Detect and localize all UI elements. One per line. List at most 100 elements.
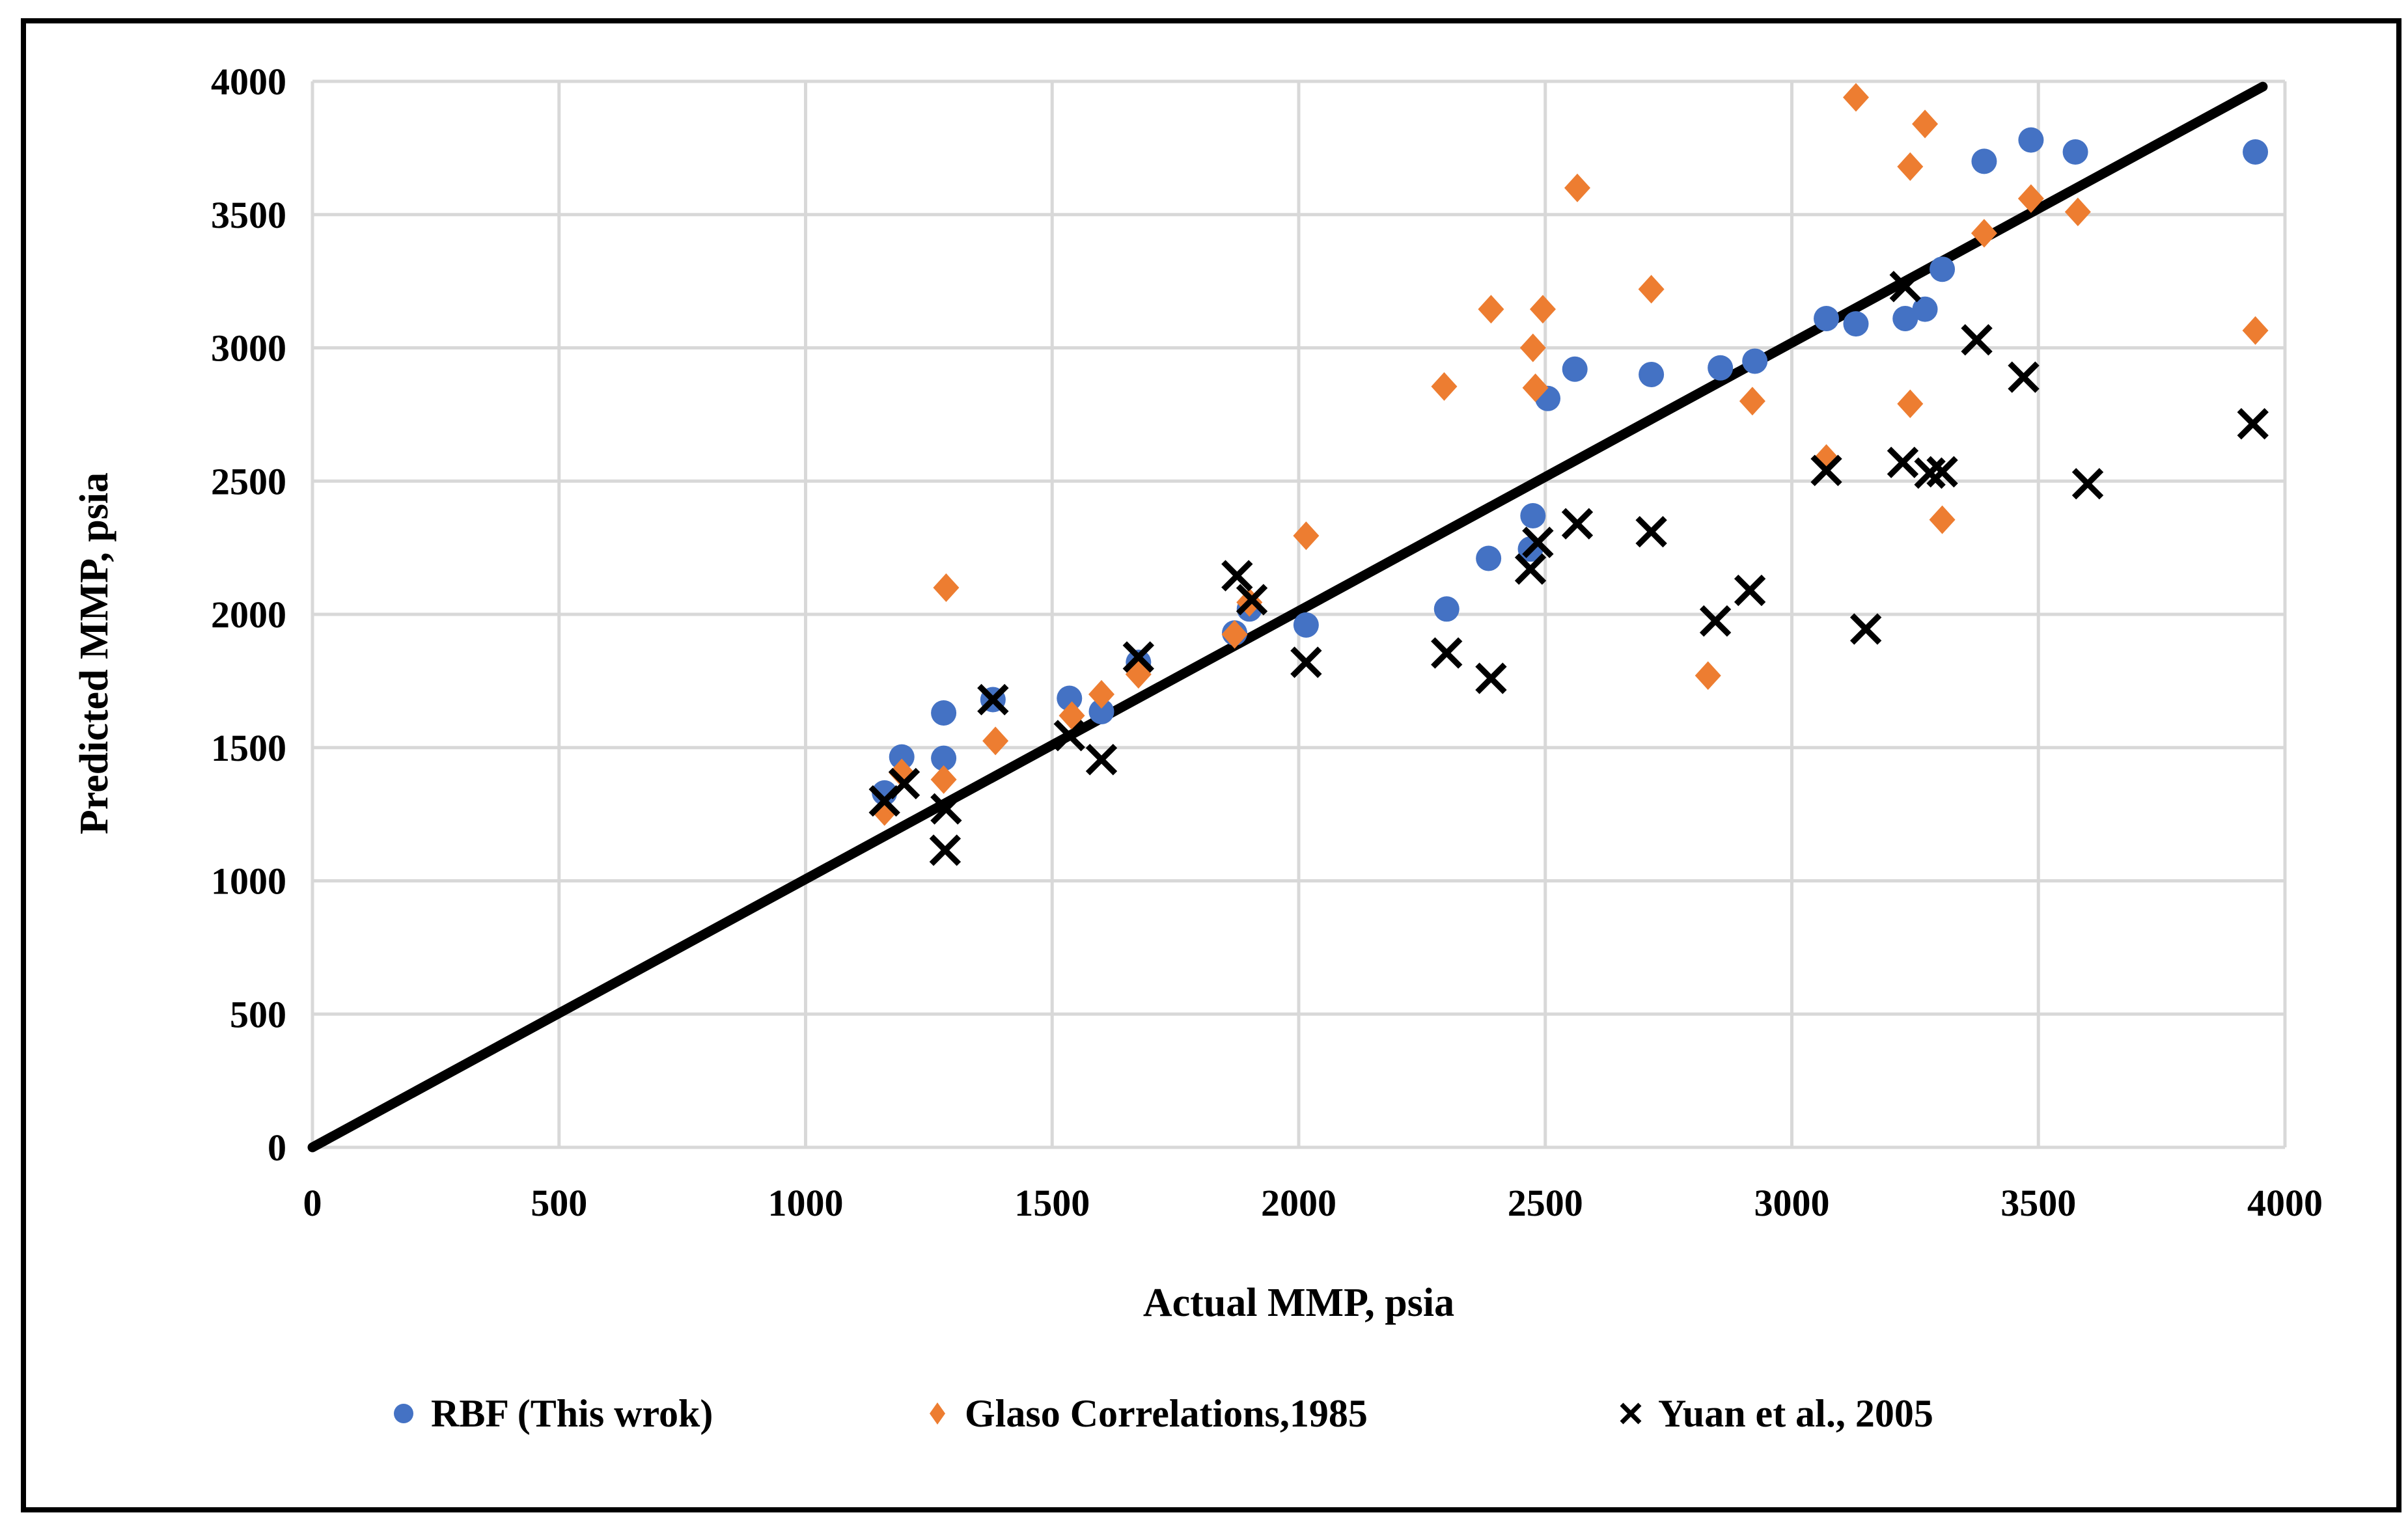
data-point-diamond [933,573,960,603]
legend-label: Glaso Correlations,1985 [965,1392,1368,1435]
data-point-circle [1562,356,1588,382]
data-point-diamond [2064,197,2091,226]
data-point-x [1122,641,1154,673]
data-point-x [1849,613,1882,645]
x-axis-title: Actual MMP, psia [1143,1281,1454,1325]
data-point-circle [1814,305,1840,331]
x-axis-tick-label: 4000 [2247,1182,2323,1224]
data-point-x [1961,324,1993,356]
x-axis-tick-label: 1000 [768,1182,844,1224]
y-axis-tick-label: 1500 [211,727,286,769]
data-point-x [1053,720,1085,752]
data-point-circle [1930,256,1956,282]
data-point-circle [1843,311,1869,337]
data-point-circle [1293,612,1319,638]
data-point-x [1914,457,1946,489]
y-axis-tick-label: 4000 [211,61,286,103]
x-axis-tick-label: 0 [303,1182,322,1224]
data-point-diamond [1431,372,1458,401]
data-point-x [1889,271,1921,303]
x-axis-tick-label: 3500 [2000,1182,2076,1224]
data-point-circle [1057,685,1083,711]
data-point-circle [1912,296,1938,322]
data-point-x [1887,446,1919,478]
data-point-circle [1892,305,1918,331]
data-point-circle [1476,545,1502,571]
data-point-x [1514,553,1547,585]
x-axis-tick-label: 2500 [1508,1182,1583,1224]
y-axis-tick-label: 2000 [211,594,286,636]
data-point-circle [1971,148,1997,174]
y-axis-tick-label: 0 [268,1127,286,1169]
data-point-diamond [1125,660,1152,689]
data-point-x [930,793,962,825]
data-point-x [888,767,920,800]
data-point-diamond [2017,184,2044,213]
legend-marker-x [1620,1402,1642,1425]
data-point-diamond [1929,505,1956,534]
data-point-diamond [1088,679,1114,709]
x-axis-tick-label: 1500 [1014,1182,1090,1224]
data-point-x [929,834,962,866]
data-point-diamond [1529,295,1556,324]
legend-label: RBF (This wrok) [431,1392,713,1435]
data-point-x [2237,408,2269,440]
data-point-diamond [1897,389,1924,418]
data-point-circle [931,745,957,771]
y-axis-tick-label: 1000 [211,860,286,903]
data-point-x [1475,663,1507,694]
data-point-circle [1433,596,1460,622]
y-axis-tick-label: 3500 [211,194,286,236]
data-point-diamond [1221,620,1248,649]
data-point-circle [889,744,915,770]
x-axis-tick-label: 2000 [1261,1182,1336,1224]
figure-border [21,18,2401,1512]
data-point-diamond [1564,173,1590,202]
data-point-circle [1088,698,1114,724]
data-point-x [1926,456,1958,488]
data-point-x [1236,584,1268,616]
data-point-x [1085,743,1118,776]
data-point-circle [2243,139,2269,165]
legend-label: Yuan et al., 2005 [1658,1392,1933,1435]
legend-marker-diamond [930,1402,945,1425]
legend-marker-circle [394,1404,413,1423]
data-point-diamond [1519,333,1546,362]
data-point-diamond [1478,295,1504,324]
data-point-circle [1742,348,1768,374]
data-point-diamond [1897,152,1924,182]
y-axis-tick-label: 3000 [211,327,286,370]
data-point-diamond [1293,521,1320,551]
data-point-diamond [982,726,1009,756]
data-point-diamond [2242,316,2269,345]
data-point-diamond [930,765,957,794]
data-point-diamond [1842,83,1869,112]
data-point-diamond [1739,387,1765,416]
data-point-x [1699,605,1732,637]
data-point-x [1810,454,1842,487]
data-point-x [977,683,1009,716]
data-point-x [2008,361,2040,393]
identity-line [307,81,2268,1153]
x-axis-tick-label: 3000 [1754,1182,1830,1224]
data-point-circle [931,700,957,726]
data-point-diamond [1971,219,1997,248]
data-point-diamond [1695,661,1721,690]
data-point-x [1522,526,1554,558]
data-point-circle [2018,127,2044,153]
data-point-circle [2062,139,2088,165]
data-point-circle [1520,502,1546,528]
data-point-circle [872,780,898,806]
y-axis-tick-label: 2500 [211,460,286,502]
data-point-diamond [1522,373,1549,402]
data-point-diamond [1912,109,1939,139]
y-axis-title: Predicted MMP, psia [72,472,117,834]
data-point-diamond [1638,275,1665,304]
data-point-circle [1708,355,1734,381]
data-point-x [1734,574,1766,607]
data-point-x [2071,468,2104,500]
x-axis-tick-label: 500 [531,1182,587,1224]
data-point-x [1431,637,1463,669]
